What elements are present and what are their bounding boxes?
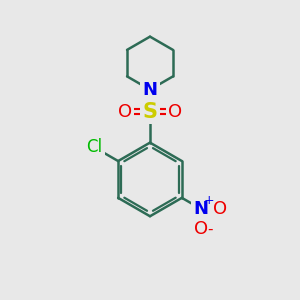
Text: -: - bbox=[207, 221, 213, 236]
Text: N: N bbox=[142, 81, 158, 99]
Text: O: O bbox=[213, 200, 227, 218]
Text: N: N bbox=[142, 81, 158, 99]
Text: +: + bbox=[204, 194, 214, 207]
Text: O: O bbox=[168, 103, 182, 121]
Text: S: S bbox=[142, 102, 158, 122]
Text: N: N bbox=[194, 200, 208, 218]
Text: Cl: Cl bbox=[87, 139, 103, 157]
Text: O: O bbox=[194, 220, 208, 238]
Text: O: O bbox=[118, 103, 132, 121]
